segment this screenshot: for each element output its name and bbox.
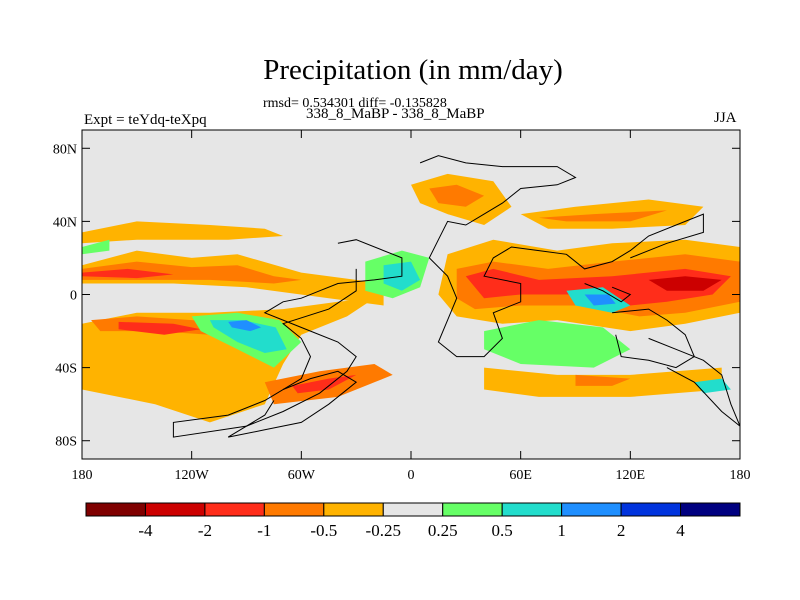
chart-subtitle: rmsd= 0.534301 diff= -0.135828 — [263, 96, 447, 111]
north-america-coast — [172, 239, 403, 438]
east-pacific-coast — [648, 337, 740, 427]
x-tick-label-6: 180 — [730, 468, 751, 483]
colorbar-label-0: -4 — [138, 521, 153, 540]
colorbar: -4 -2 -1 -0.5 -0.25 0.25 0.5 1 2 4 — [85, 502, 741, 540]
field-south-pacific-wetter — [209, 320, 287, 353]
field-southern-indian-dry-core — [575, 374, 631, 386]
field-indian-ocean-wettest — [584, 294, 616, 306]
y-tick-label-3: 40S — [55, 362, 77, 377]
x-tick-label-3: 0 — [408, 468, 415, 483]
field-south-pacific-peak — [118, 321, 201, 335]
y-tick-label-4: 80S — [55, 435, 77, 450]
colorbar-box-0 — [85, 502, 146, 517]
coastlines — [172, 155, 740, 438]
colorbar-box-2 — [204, 502, 265, 517]
field-south-atlantic-dry-core — [292, 374, 357, 394]
y-tick-label-1: 40N — [53, 215, 77, 230]
colorbar-box-8 — [561, 502, 622, 517]
field-europe-dry-core — [429, 184, 485, 207]
colorbar-label-3: -0.5 — [310, 521, 337, 540]
field-north-pacific-wet — [82, 239, 110, 255]
y-tick-label-2: 0 — [70, 289, 77, 304]
axes: 180 120W 60W 0 60E 120E 180 80N 40N 0 40S 80S — [53, 130, 751, 483]
colorbar-box-6 — [442, 502, 503, 517]
x-tick-label-4: 60E — [509, 468, 532, 483]
colorbar-label-2: -1 — [257, 521, 271, 540]
indonesia-coast — [584, 283, 632, 303]
colorbar-box-10 — [680, 502, 741, 517]
x-tick-label-2: 60W — [288, 468, 316, 483]
field-west-africa-asia-peak — [465, 268, 731, 306]
field-south-east-pacific-wet — [694, 378, 731, 394]
case-label: 338_8_MaBP - 338_8_MaBP — [306, 106, 485, 122]
africa-europe-coast — [419, 155, 704, 358]
colorbar-box-4 — [323, 502, 384, 517]
colorbar-box-7 — [501, 502, 563, 517]
colorbar-box-1 — [144, 502, 206, 517]
colorbar-label-4: -0.25 — [366, 521, 401, 540]
colorbar-label-8: 2 — [617, 521, 626, 540]
precipitation-fields — [82, 173, 740, 423]
field-north-tropical-band-peak — [82, 268, 174, 279]
colorbar-box-9 — [620, 502, 682, 517]
field-south-pacific-wettest — [228, 320, 262, 332]
field-midlat-north-pacific — [82, 221, 284, 244]
experiment-label: Expt = teYdq-teXpq — [84, 112, 207, 128]
colorbar-box-3 — [263, 502, 325, 517]
field-indian-ocean-wet — [484, 320, 631, 368]
chart-title: Precipitation (in mm/day) — [263, 54, 563, 86]
colorbar-label-7: 1 — [557, 521, 566, 540]
x-tick-label-0: 180 — [72, 468, 93, 483]
colorbar-box-5 — [382, 502, 444, 517]
colorbar-label-5: 0.25 — [428, 521, 458, 540]
colorbar-label-1: -2 — [198, 521, 212, 540]
x-tick-label-5: 120E — [616, 468, 646, 483]
field-central-asia-dry-core — [538, 210, 667, 222]
colorbar-label-9: 4 — [676, 521, 685, 540]
colorbar-label-6: 0.5 — [492, 521, 513, 540]
season-label: JJA — [714, 110, 737, 126]
y-tick-label-0: 80N — [53, 142, 77, 157]
x-tick-label-1: 120W — [175, 468, 210, 483]
field-west-pacific-dark — [648, 276, 722, 291]
south-america-coast — [227, 370, 358, 438]
